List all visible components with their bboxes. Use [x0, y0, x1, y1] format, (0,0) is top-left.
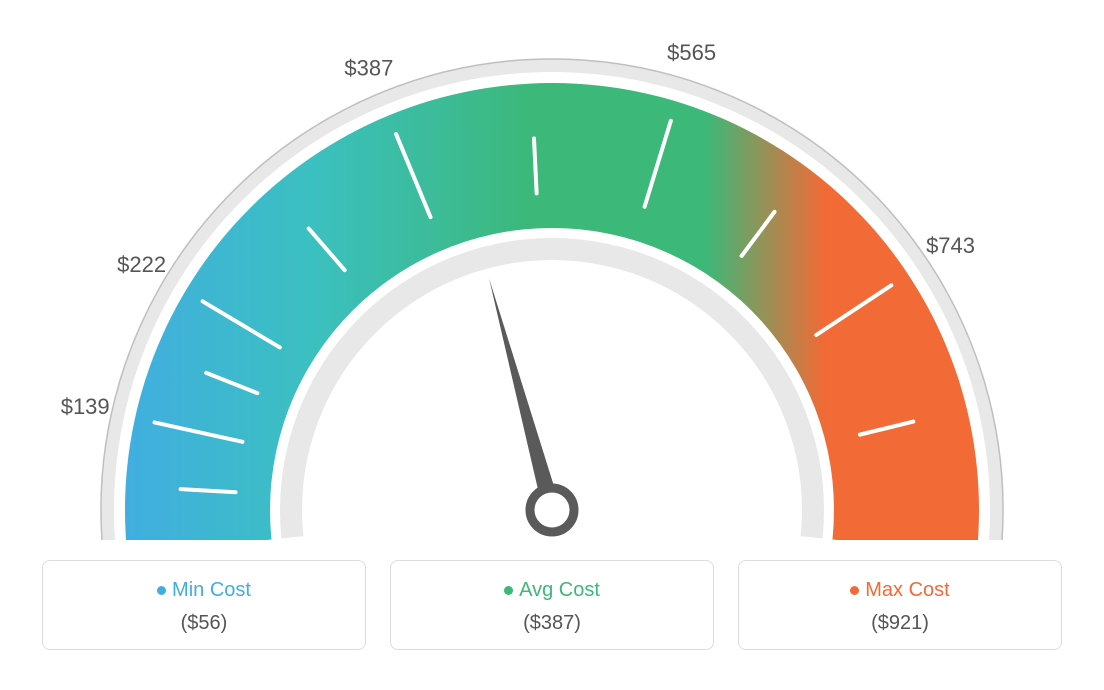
legend-card-min: Min Cost ($56)	[42, 560, 366, 650]
legend-avg-title: Avg Cost	[401, 579, 703, 602]
legend-min-label: Min Cost	[172, 579, 251, 601]
legend-max-value: ($921)	[749, 612, 1051, 635]
legend-max-title: Max Cost	[749, 579, 1051, 602]
legend-max-label: Max Cost	[865, 579, 949, 601]
legend-card-avg: Avg Cost ($387)	[390, 560, 714, 650]
svg-text:$565: $565	[667, 40, 716, 65]
cost-gauge: $56$139$222$387$565$743$921	[20, 20, 1084, 540]
dot-icon	[157, 586, 166, 595]
svg-text:$222: $222	[117, 252, 166, 277]
dot-icon	[504, 586, 513, 595]
legend-avg-value: ($387)	[401, 612, 703, 635]
svg-text:$743: $743	[926, 233, 975, 258]
legend-row: Min Cost ($56) Avg Cost ($387) Max Cost …	[42, 560, 1062, 650]
svg-text:$139: $139	[61, 394, 110, 419]
legend-card-max: Max Cost ($921)	[738, 560, 1062, 650]
legend-min-title: Min Cost	[53, 579, 355, 602]
dot-icon	[850, 586, 859, 595]
legend-avg-label: Avg Cost	[519, 579, 600, 601]
svg-text:$387: $387	[344, 55, 393, 80]
gauge-svg: $56$139$222$387$565$743$921	[20, 20, 1084, 540]
legend-min-value: ($56)	[53, 612, 355, 635]
